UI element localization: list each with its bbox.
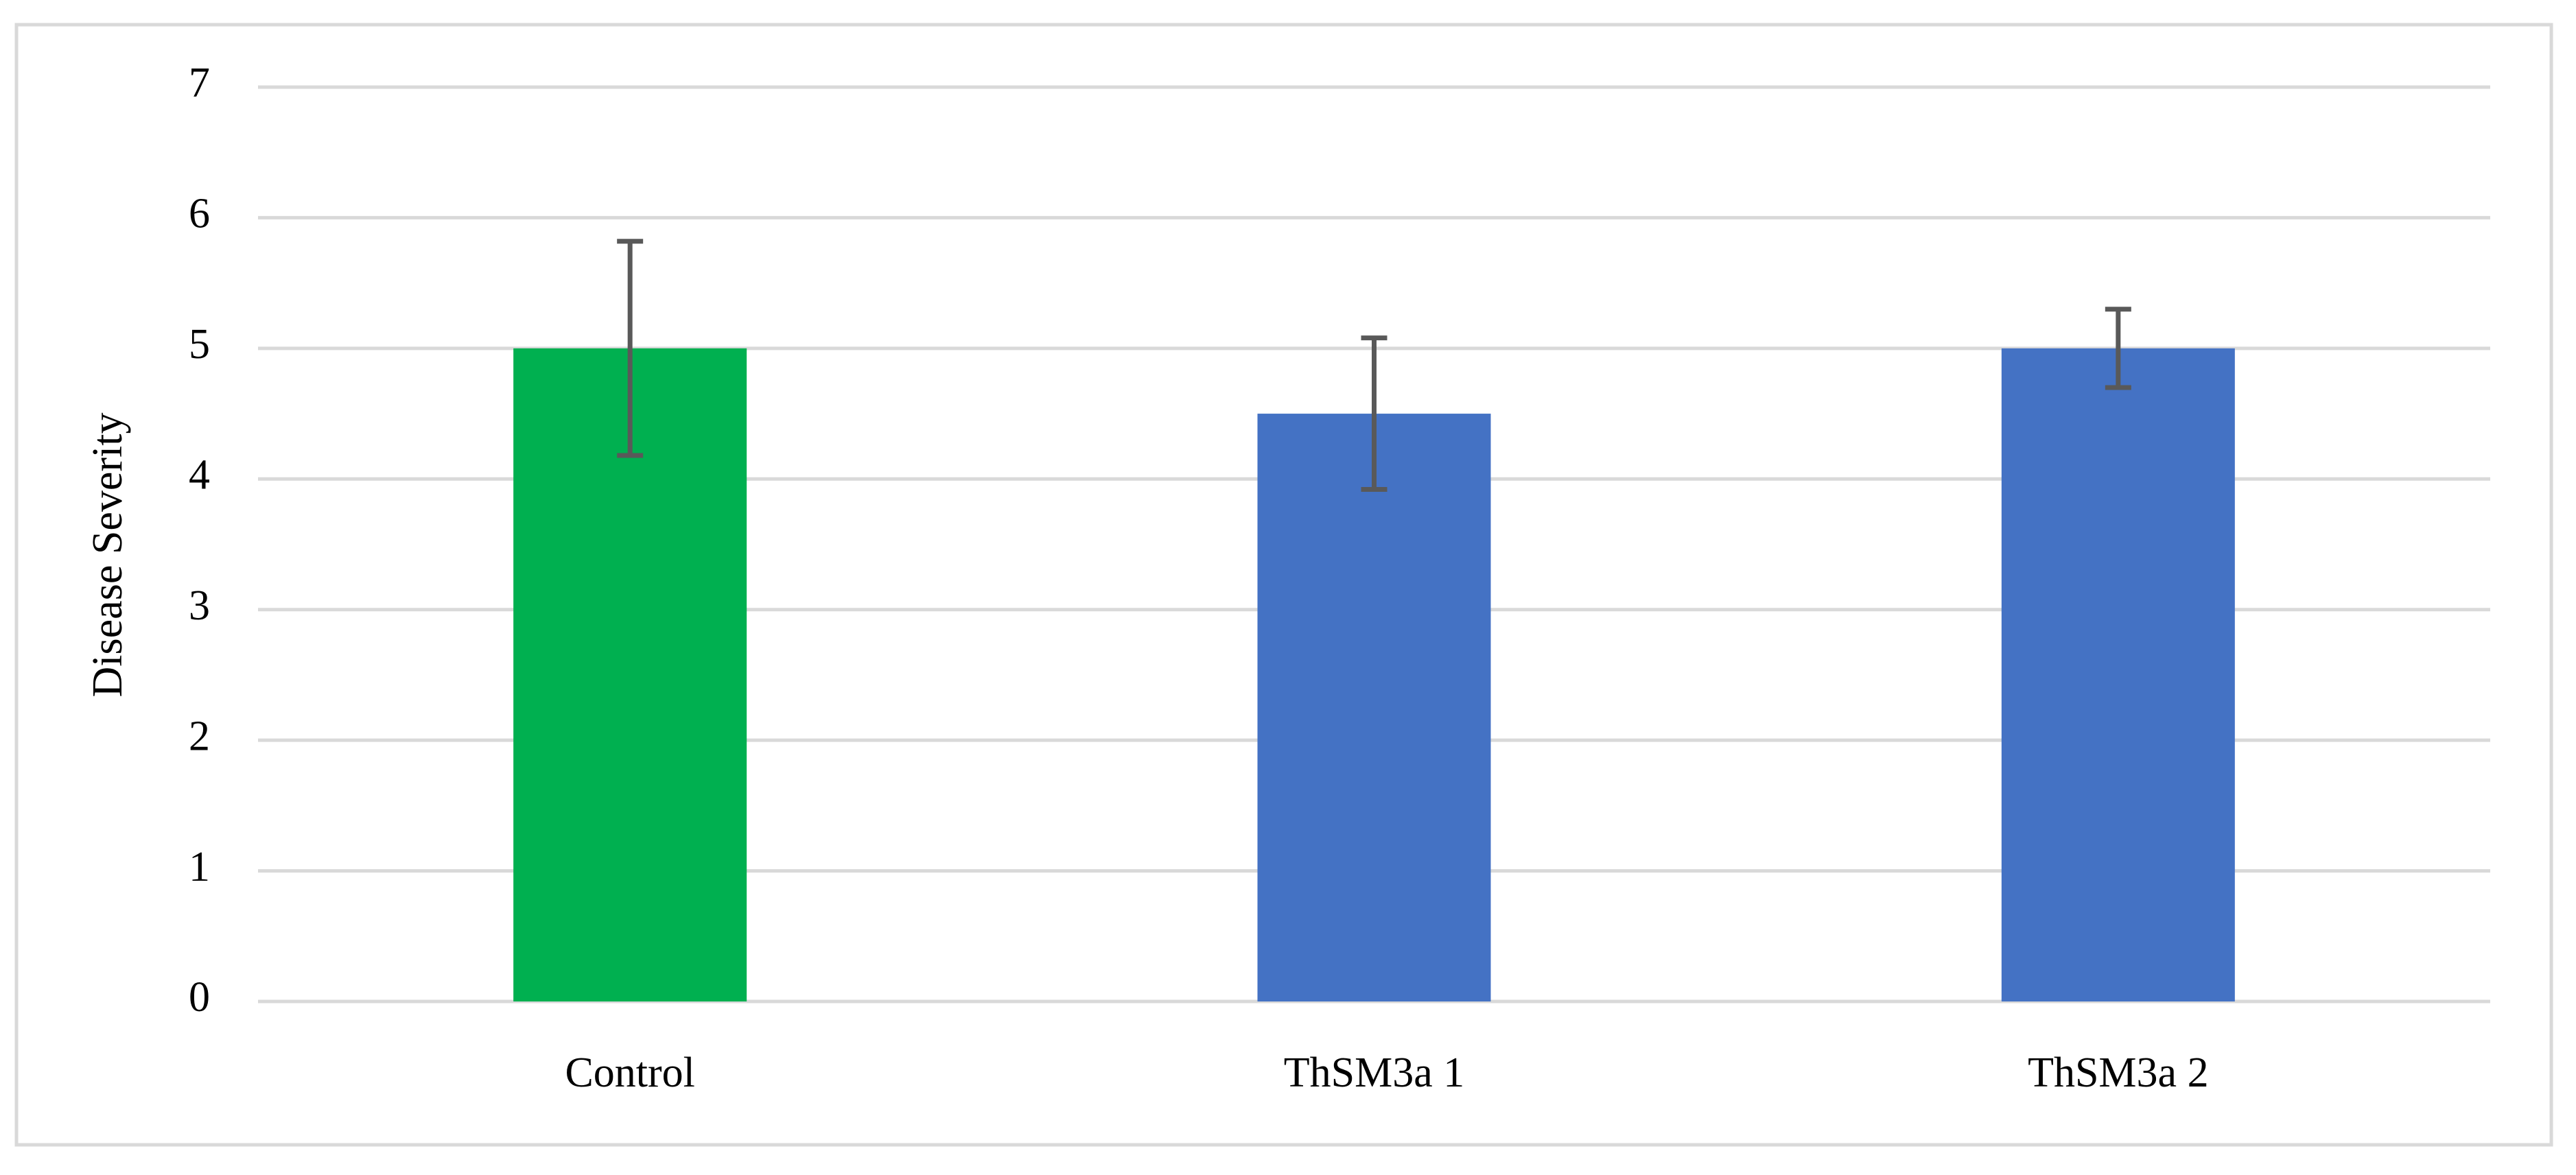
bar [1257,414,1491,1001]
x-tick-label: ThSM3a 2 [2028,1049,2209,1096]
y-tick-label: 0 [189,974,210,1021]
y-tick-label: 2 [189,713,210,759]
x-tick-label: Control [565,1049,694,1096]
y-tick-label: 3 [189,582,210,629]
y-axis-label: Disease Severity [84,413,131,698]
y-tick-label: 7 [189,60,210,106]
y-tick-label: 4 [189,452,210,499]
x-tick-label: ThSM3a 1 [1284,1049,1465,1096]
y-tick-label: 1 [189,844,210,890]
error-bar [617,239,644,458]
error-bar [2105,307,2131,390]
bar [2001,348,2235,1001]
error-bar [1361,335,1387,492]
y-tick-label: 6 [189,191,210,237]
y-tick-label: 5 [189,321,210,368]
